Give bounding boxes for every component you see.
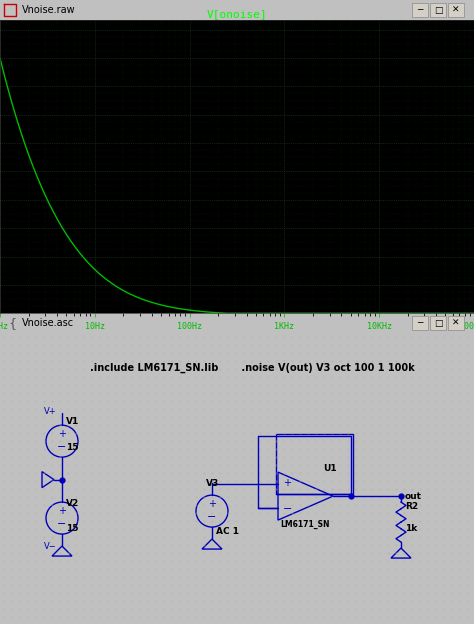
Text: +: + (58, 506, 66, 516)
Text: 1k: 1k (405, 524, 417, 532)
Text: 15: 15 (66, 442, 79, 452)
Text: Vnoise.raw: Vnoise.raw (22, 5, 76, 15)
Text: −: − (283, 504, 292, 514)
FancyBboxPatch shape (448, 3, 464, 17)
Text: Vnoise.asc: Vnoise.asc (22, 318, 74, 328)
FancyBboxPatch shape (430, 3, 446, 17)
Text: AC 1: AC 1 (216, 527, 239, 535)
Text: +: + (208, 499, 216, 509)
Text: □: □ (434, 6, 442, 14)
Text: −: − (57, 519, 67, 529)
Text: V1: V1 (66, 417, 79, 426)
Title: V[onoise]: V[onoise] (207, 9, 267, 19)
Text: +: + (58, 429, 66, 439)
Text: ✕: ✕ (452, 6, 460, 14)
Text: out: out (405, 492, 422, 500)
Text: +: + (283, 478, 291, 488)
Text: −: − (207, 512, 217, 522)
Text: V−: V− (44, 542, 56, 550)
FancyBboxPatch shape (430, 316, 446, 330)
FancyBboxPatch shape (412, 3, 428, 17)
FancyBboxPatch shape (448, 316, 464, 330)
Text: LM6171_SN: LM6171_SN (280, 520, 329, 529)
Text: ─: ─ (417, 319, 423, 328)
Text: V2: V2 (66, 499, 79, 507)
Text: .include LM6171_SN.lib: .include LM6171_SN.lib (90, 363, 219, 373)
Text: −: − (57, 442, 67, 452)
Text: R2: R2 (405, 502, 418, 510)
Text: {: { (8, 317, 16, 329)
Text: .noise V(out) V3 oct 100 1 100k: .noise V(out) V3 oct 100 1 100k (238, 363, 415, 373)
Text: ✕: ✕ (452, 319, 460, 328)
Text: □: □ (434, 319, 442, 328)
Text: V+: V+ (44, 407, 56, 416)
Text: 15: 15 (66, 524, 79, 532)
Text: V3: V3 (206, 479, 219, 487)
Text: U1: U1 (323, 464, 337, 472)
Text: ─: ─ (417, 6, 423, 14)
FancyBboxPatch shape (412, 316, 428, 330)
